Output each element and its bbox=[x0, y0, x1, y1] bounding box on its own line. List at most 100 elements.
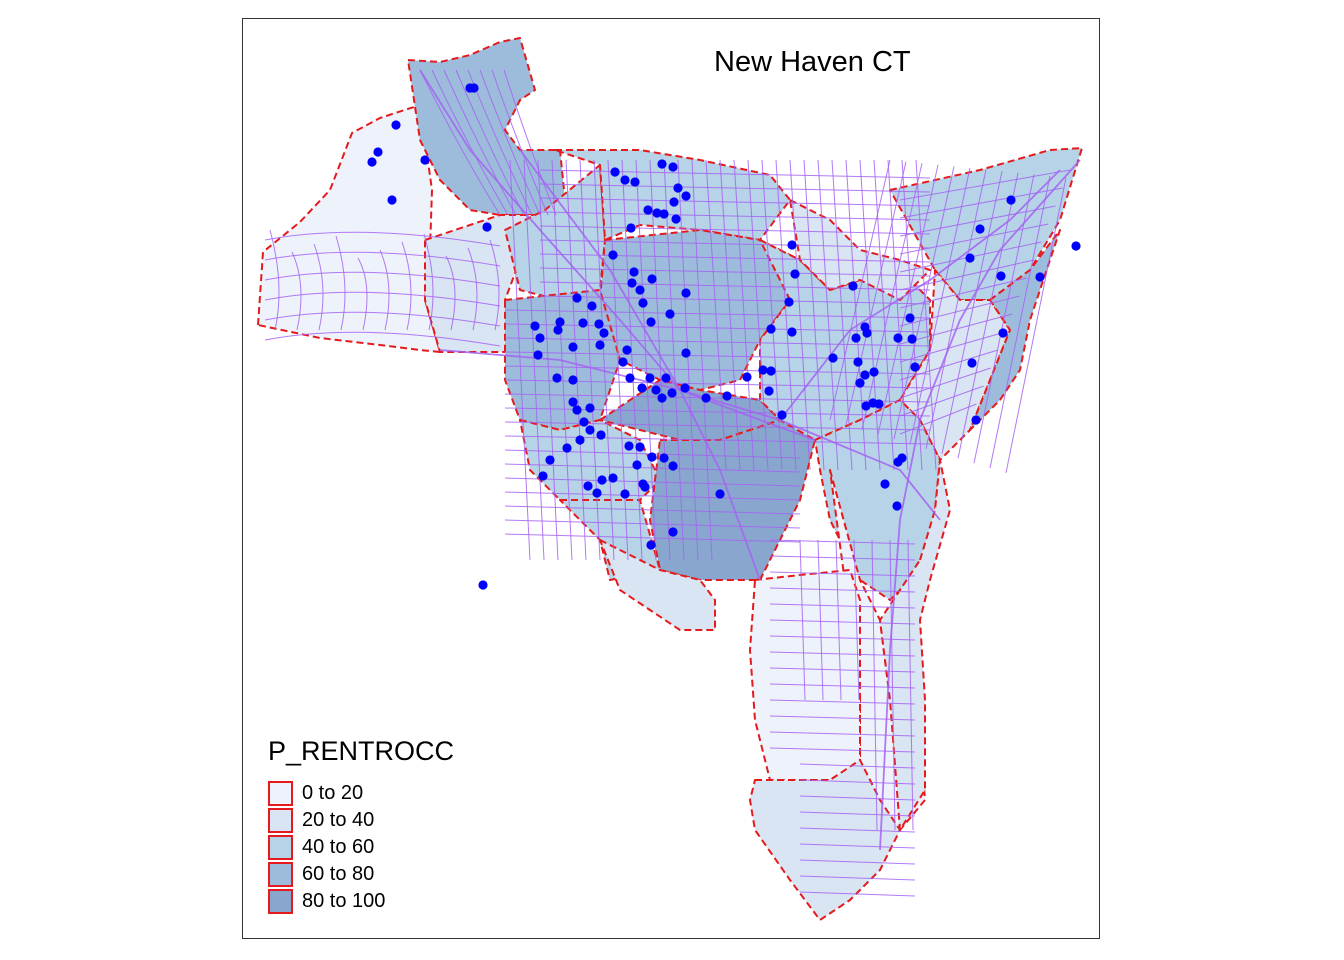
point-marker bbox=[635, 285, 645, 295]
point-marker bbox=[579, 417, 589, 427]
point-marker bbox=[853, 357, 863, 367]
road bbox=[705, 159, 727, 471]
legend-item: 80 to 100 bbox=[268, 888, 385, 915]
road bbox=[799, 859, 916, 865]
point-marker bbox=[681, 348, 691, 358]
road bbox=[504, 365, 931, 375]
legend-label: 80 to 100 bbox=[302, 890, 386, 912]
point-marker bbox=[652, 208, 662, 218]
road bbox=[861, 163, 923, 430]
road bbox=[899, 331, 1006, 363]
point-marker bbox=[1035, 272, 1045, 282]
road bbox=[789, 159, 811, 471]
road bbox=[419, 69, 681, 391]
road bbox=[539, 211, 931, 221]
point-marker bbox=[594, 319, 604, 329]
road bbox=[769, 539, 916, 545]
point-marker bbox=[860, 370, 870, 380]
point-marker bbox=[587, 301, 597, 311]
road bbox=[401, 241, 412, 331]
point-marker bbox=[651, 385, 661, 395]
road bbox=[845, 159, 867, 471]
road bbox=[799, 795, 916, 801]
point-marker bbox=[635, 442, 645, 452]
point-marker bbox=[643, 205, 653, 215]
point-marker bbox=[893, 457, 903, 467]
point-marker bbox=[535, 333, 545, 343]
point-marker bbox=[855, 378, 865, 388]
road bbox=[504, 505, 801, 515]
point-marker bbox=[673, 183, 683, 193]
road bbox=[899, 367, 991, 399]
point-marker bbox=[572, 405, 582, 415]
point-marker bbox=[680, 383, 690, 393]
point-marker bbox=[668, 527, 678, 537]
road bbox=[423, 233, 434, 331]
point-marker bbox=[646, 540, 656, 550]
road bbox=[264, 271, 501, 287]
road bbox=[799, 875, 916, 881]
point-marker bbox=[638, 298, 648, 308]
road bbox=[504, 533, 801, 543]
road bbox=[853, 539, 860, 701]
road bbox=[504, 393, 931, 403]
road bbox=[539, 225, 931, 235]
point-marker bbox=[862, 328, 872, 338]
road bbox=[899, 385, 984, 417]
census-tract bbox=[519, 419, 661, 511]
point-marker bbox=[998, 328, 1008, 338]
point-marker bbox=[659, 453, 669, 463]
point-marker bbox=[647, 452, 657, 462]
road bbox=[539, 169, 931, 179]
point-marker bbox=[668, 461, 678, 471]
legend-label: 0 to 20 bbox=[302, 782, 364, 804]
point-marker bbox=[624, 441, 634, 451]
point-marker bbox=[861, 401, 871, 411]
point-marker bbox=[610, 167, 620, 177]
road bbox=[431, 69, 509, 216]
road bbox=[769, 731, 916, 737]
road bbox=[899, 295, 1020, 327]
road bbox=[677, 159, 699, 561]
point-marker bbox=[620, 175, 630, 185]
point-marker bbox=[907, 334, 917, 344]
road bbox=[1005, 177, 1067, 473]
road bbox=[899, 277, 1027, 309]
road bbox=[539, 197, 931, 207]
legend-label: 40 to 60 bbox=[302, 836, 375, 858]
map-title: New Haven CT bbox=[714, 46, 911, 78]
road bbox=[899, 187, 1063, 219]
point-marker bbox=[533, 350, 543, 360]
road bbox=[799, 539, 806, 701]
road bbox=[269, 229, 280, 331]
road bbox=[769, 699, 916, 705]
road bbox=[504, 435, 931, 445]
road bbox=[691, 159, 713, 561]
road bbox=[871, 539, 878, 831]
point-marker bbox=[701, 393, 711, 403]
road bbox=[504, 337, 931, 347]
point-marker bbox=[777, 410, 787, 420]
road bbox=[817, 159, 839, 471]
point-marker bbox=[869, 367, 879, 377]
point-marker bbox=[367, 157, 377, 167]
road bbox=[264, 231, 501, 247]
point-marker bbox=[681, 288, 691, 298]
road bbox=[899, 169, 1071, 201]
road bbox=[835, 539, 842, 701]
road bbox=[679, 389, 761, 581]
road bbox=[379, 249, 390, 331]
road bbox=[899, 349, 999, 381]
legend-swatch bbox=[268, 808, 293, 833]
point-marker bbox=[905, 313, 915, 323]
point-marker bbox=[645, 373, 655, 383]
point-marker bbox=[787, 240, 797, 250]
road bbox=[264, 251, 501, 267]
road bbox=[769, 715, 916, 721]
point-marker bbox=[629, 267, 639, 277]
point-marker bbox=[553, 325, 563, 335]
point-marker bbox=[681, 191, 691, 201]
legend-swatch bbox=[268, 781, 293, 806]
road bbox=[719, 159, 741, 471]
point-marker bbox=[637, 383, 647, 393]
